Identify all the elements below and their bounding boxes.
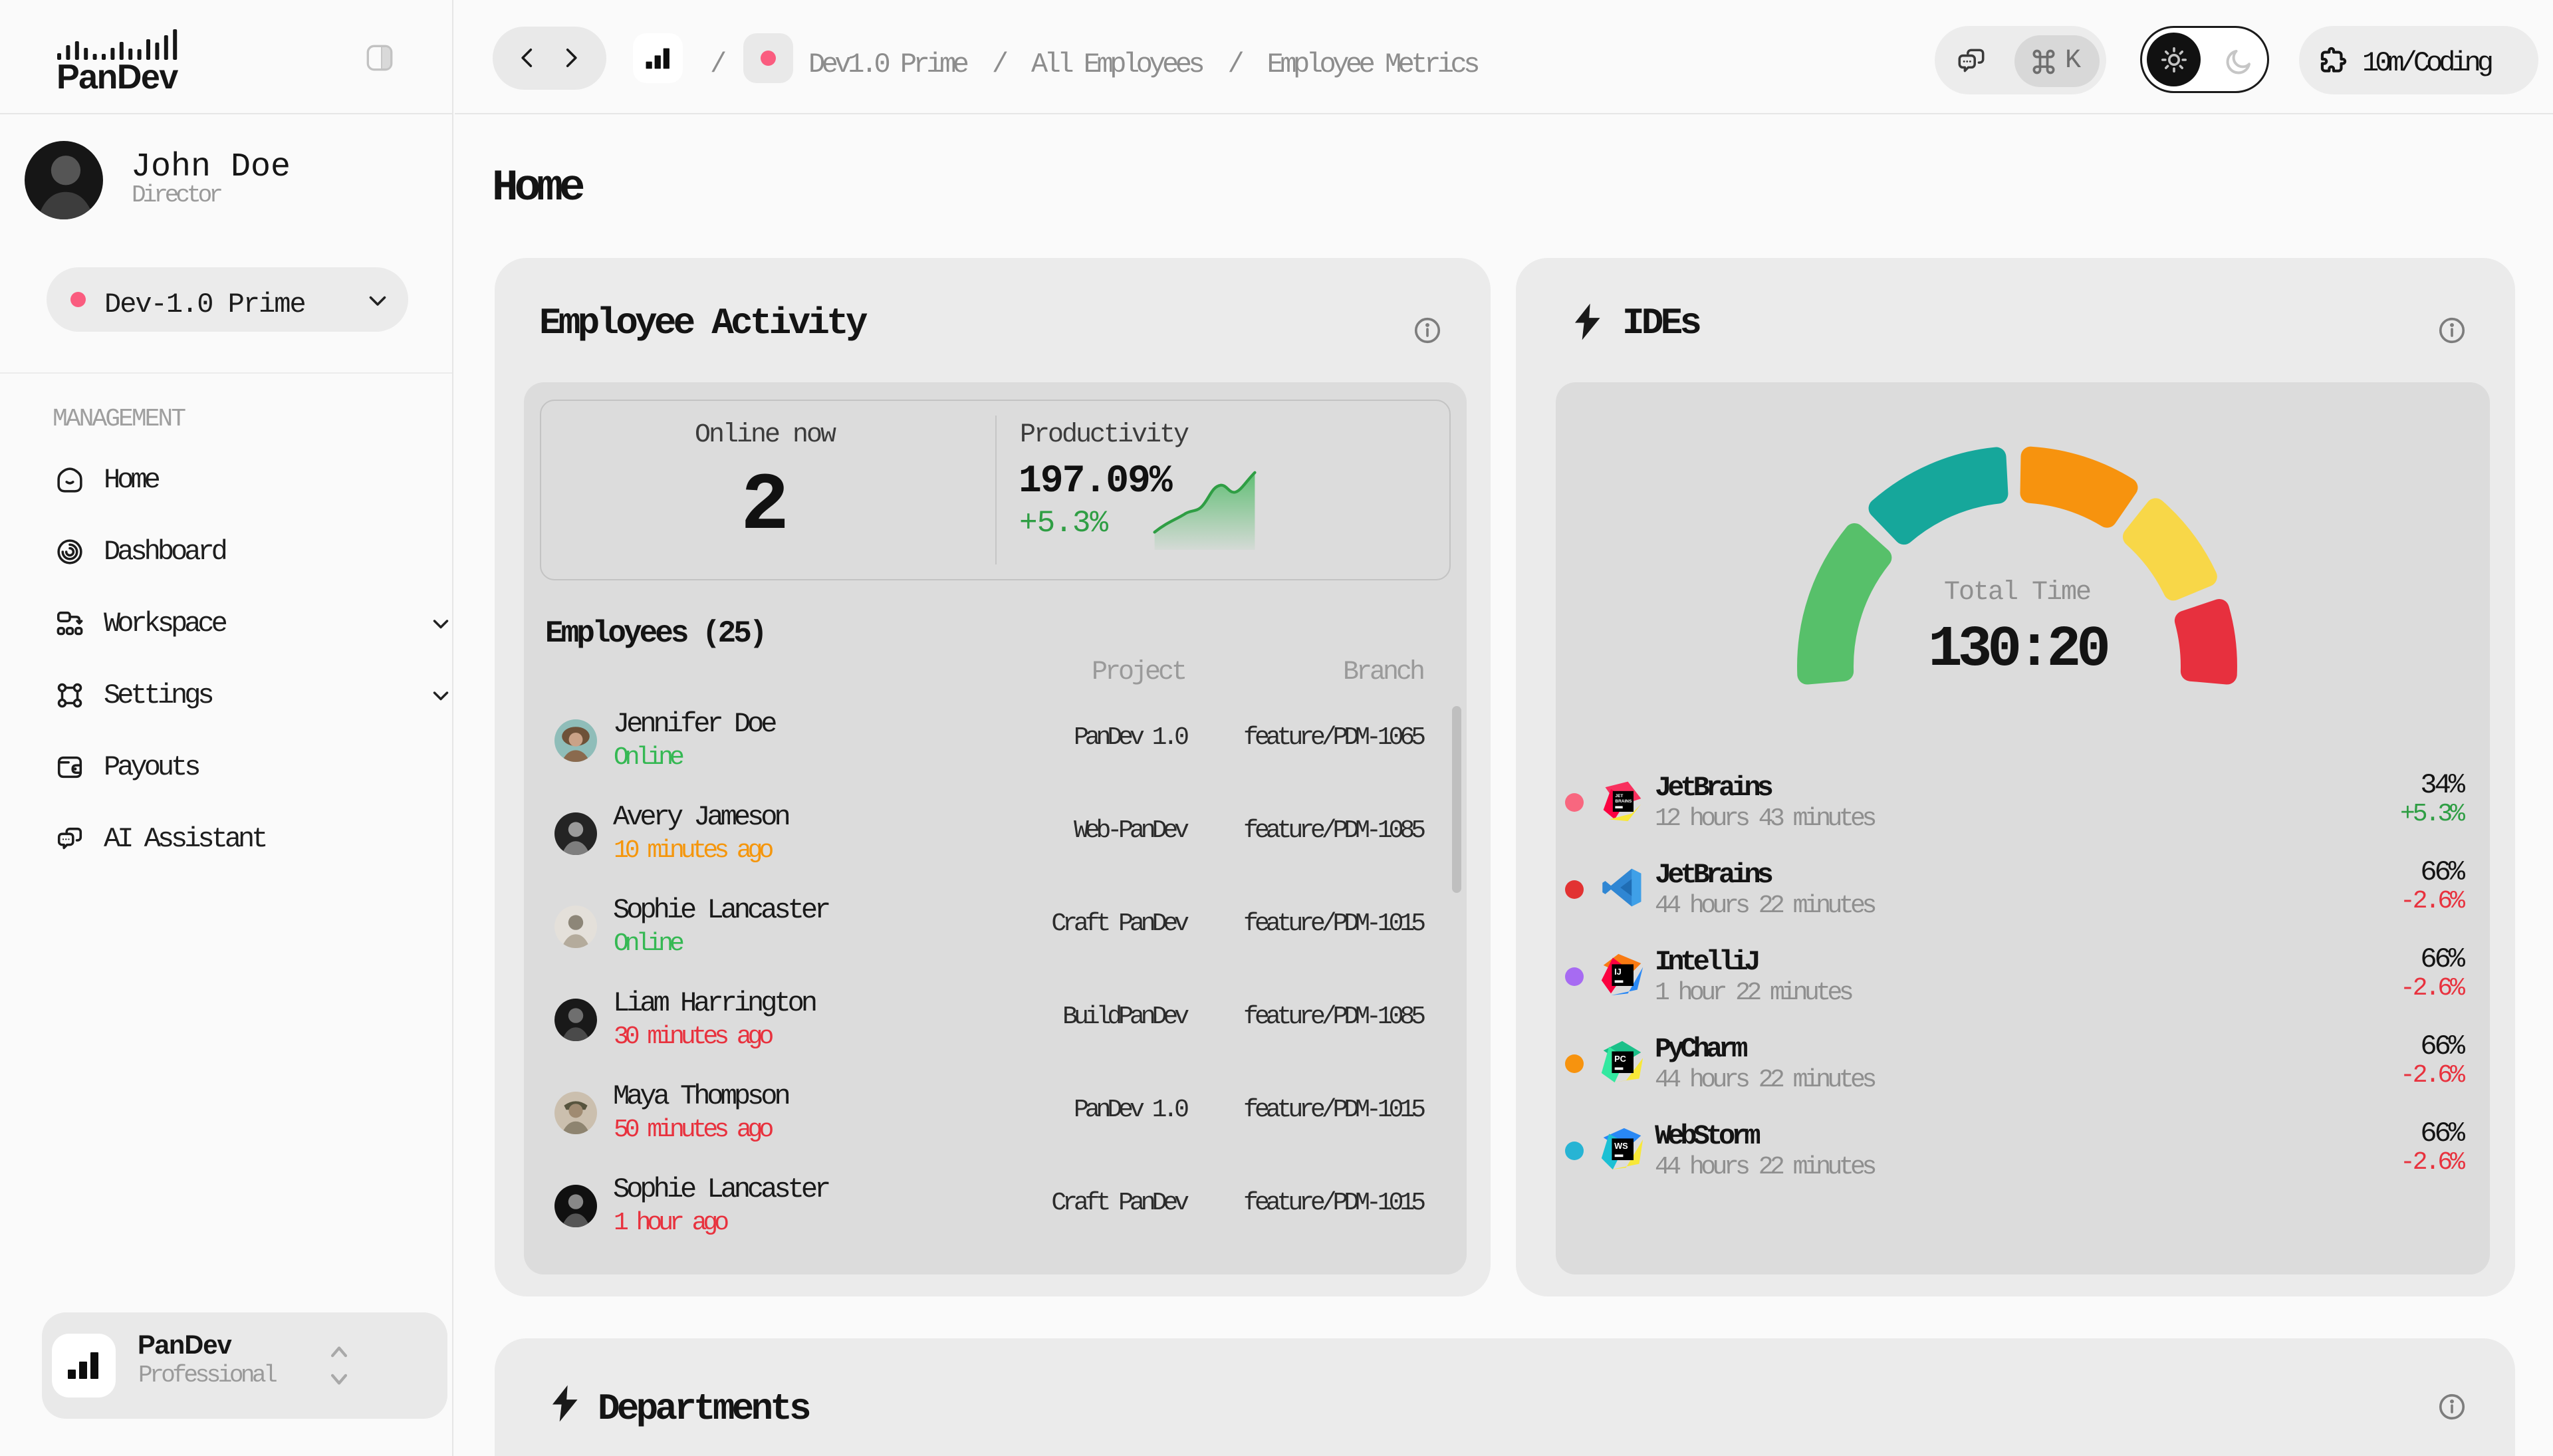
svg-text:JET: JET — [1615, 794, 1623, 798]
svg-text:IJ: IJ — [1614, 967, 1622, 977]
svg-text:PC: PC — [1614, 1054, 1626, 1064]
svg-text:BRAINS: BRAINS — [1615, 799, 1632, 804]
svg-text:WS: WS — [1614, 1141, 1628, 1151]
